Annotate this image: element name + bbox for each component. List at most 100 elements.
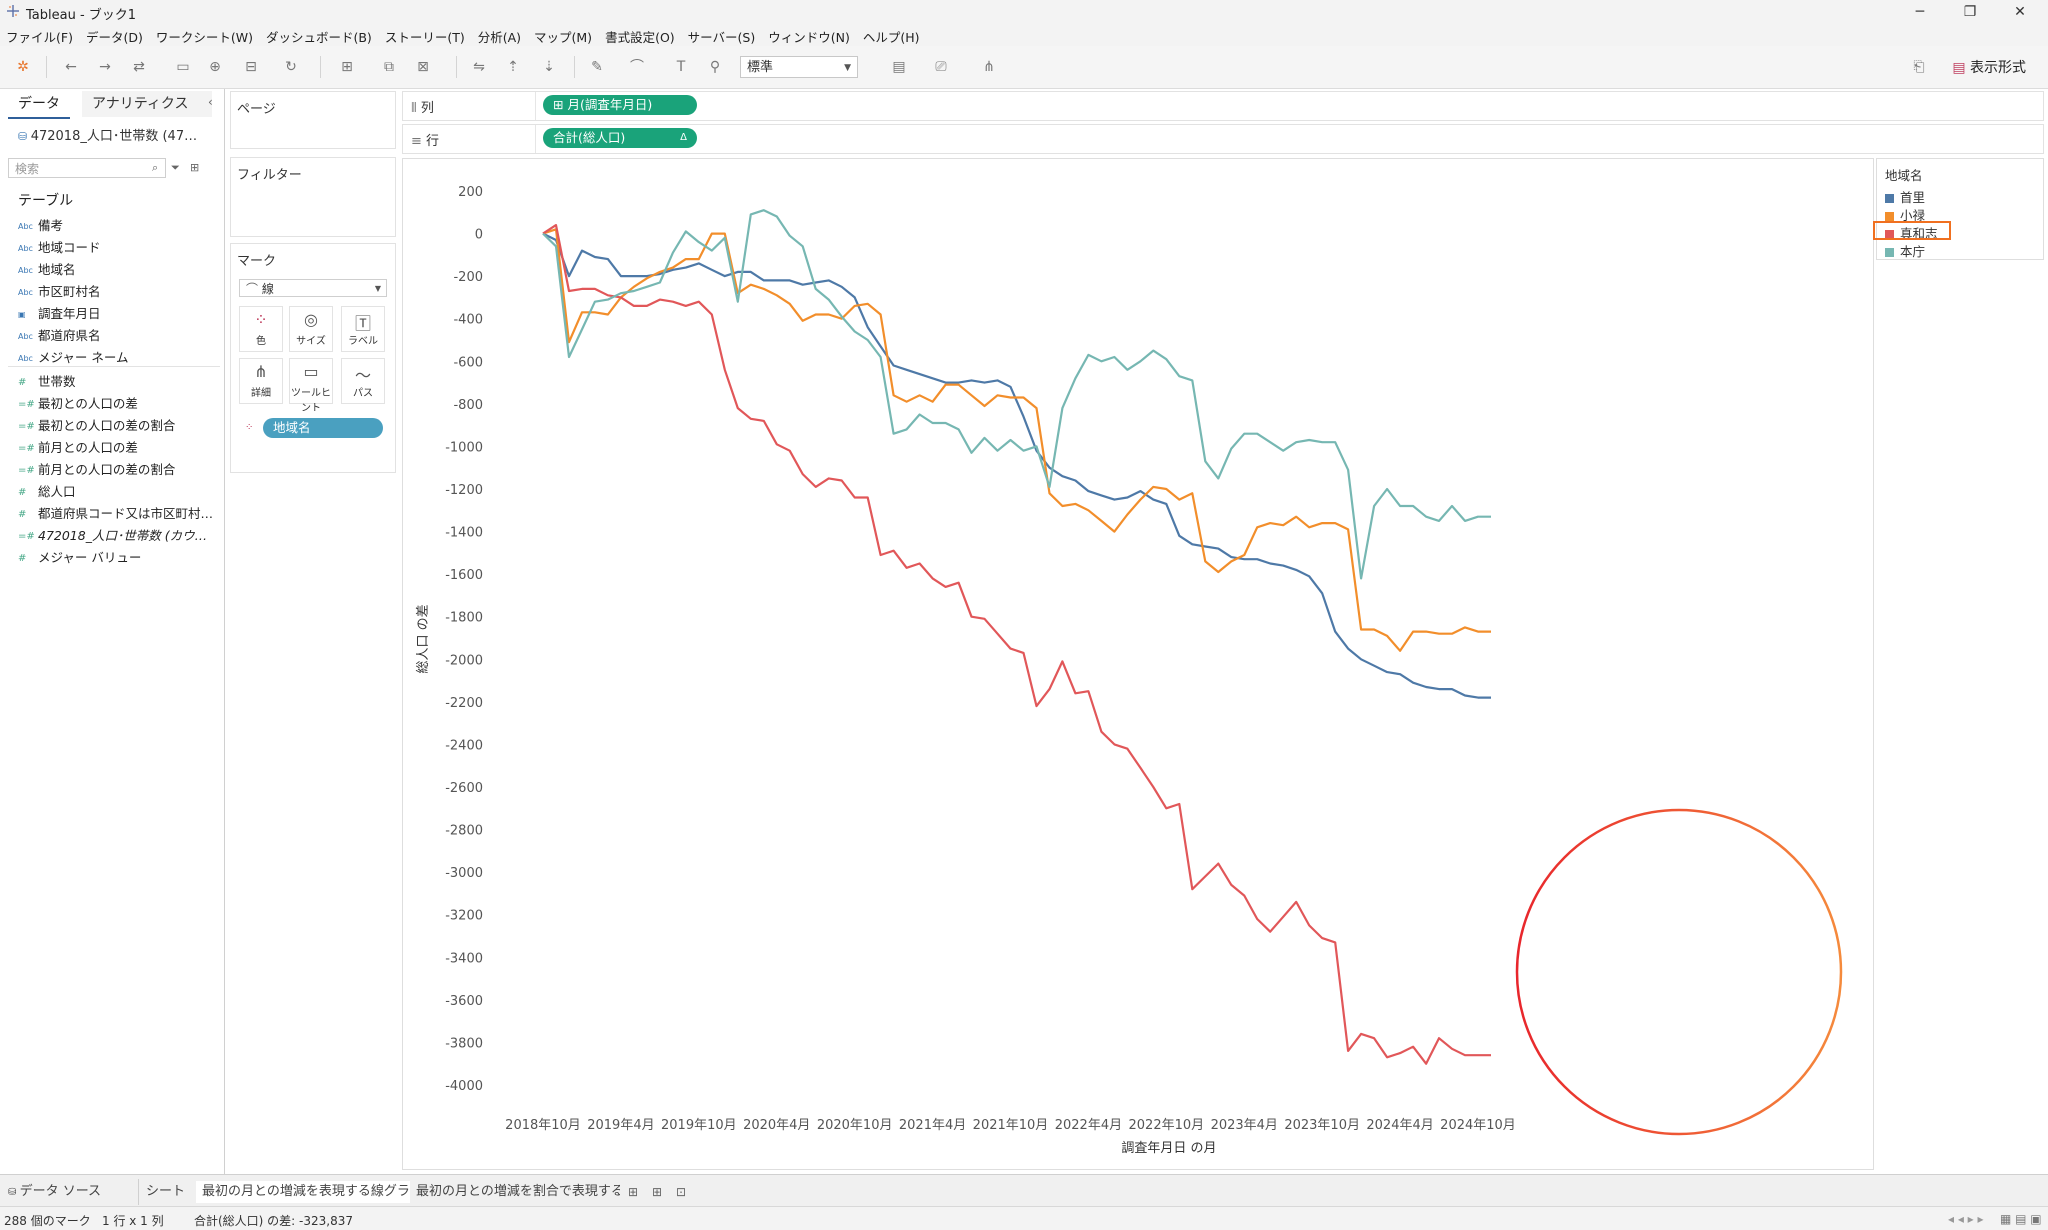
- series-lines[interactable]: [542, 209, 1491, 1065]
- sort-descending-icon[interactable]: ⇣: [543, 59, 555, 75]
- color-legend[interactable]: 地域名 首里 小禄 真和志 本庁: [1873, 158, 2044, 260]
- filter-icon[interactable]: ⏷: [171, 161, 180, 174]
- tab-data[interactable]: データ: [8, 91, 70, 119]
- menu-server[interactable]: サーバー(S): [687, 30, 756, 45]
- tableau-home-icon[interactable]: ✲: [17, 59, 29, 75]
- field-item[interactable]: Abc メジャー ネーム: [18, 347, 218, 366]
- legend-item[interactable]: 小禄: [1885, 205, 1925, 224]
- field-item[interactable]: Abc 備考: [18, 215, 218, 234]
- pause-updates-icon[interactable]: ⊟: [245, 59, 257, 75]
- color-pill[interactable]: 地域名: [263, 418, 383, 438]
- menu-story[interactable]: ストーリー(T): [384, 30, 465, 45]
- show-me-button[interactable]: ▤ 表示形式: [1952, 57, 2026, 77]
- series-line[interactable]: [542, 209, 1491, 580]
- collapse-pane-icon[interactable]: ‹: [208, 95, 213, 109]
- clear-sheet-icon[interactable]: ⊠: [417, 59, 429, 75]
- label-button[interactable]: 🅃 ラベル: [341, 306, 385, 352]
- field-item[interactable]: Abc 市区町村名: [18, 281, 218, 300]
- redo-icon[interactable]: →: [99, 59, 111, 75]
- y-tick-label: -3000: [445, 866, 483, 881]
- field-item[interactable]: =# 最初との人口の差: [18, 393, 218, 412]
- legend-item[interactable]: 首里: [1885, 187, 1925, 206]
- group-icon[interactable]: ⌒: [630, 59, 644, 75]
- chevron-down-icon: ▼: [374, 284, 381, 293]
- new-worksheet-icon[interactable]: ⊞: [628, 1185, 639, 1199]
- show-cards-icon[interactable]: ▤: [892, 59, 906, 75]
- field-item[interactable]: # 都道府県コード又は市区町村…: [18, 503, 218, 522]
- menu-format[interactable]: 書式設定(O): [605, 30, 675, 45]
- search-input[interactable]: 検索: [8, 158, 166, 178]
- tab-analytics[interactable]: アナリティクス: [82, 91, 212, 117]
- refresh-icon[interactable]: ↻: [285, 59, 297, 75]
- field-item[interactable]: =# 前月との人口の差の割合: [18, 459, 218, 478]
- minimize-button[interactable]: ─: [1915, 4, 1925, 20]
- highlight-icon[interactable]: ✎: [591, 59, 603, 75]
- new-story-icon[interactable]: ⊡: [676, 1185, 687, 1199]
- chart-view[interactable]: 200 0 -200 -400 -600 -800 -1000 -1200 -1400 -1600…: [402, 158, 1874, 1170]
- menu-window[interactable]: ウィンドウ(N): [768, 30, 850, 45]
- y-tick-label: -1200: [445, 483, 483, 498]
- filters-card[interactable]: フィルター: [230, 157, 396, 237]
- field-item[interactable]: # 総人口: [18, 481, 218, 500]
- field-item[interactable]: =# 472018_人口･世帯数 (カウ…: [18, 525, 218, 544]
- labels-icon[interactable]: T: [676, 59, 686, 75]
- path-button[interactable]: 〜パス: [341, 358, 385, 404]
- detail-button[interactable]: ⋔ 詳細: [239, 358, 283, 404]
- share-icon[interactable]: ⋔: [983, 59, 995, 75]
- legend-item[interactable]: 真和志: [1885, 223, 1938, 242]
- field-item[interactable]: ▣ 調査年月日: [18, 303, 218, 322]
- rows-pill[interactable]: 合計(総人口) Δ: [543, 128, 697, 148]
- menu-data[interactable]: データ(D): [85, 30, 143, 45]
- restore-button[interactable]: ❐: [1963, 4, 1977, 20]
- menu-map[interactable]: マップ(M): [534, 30, 593, 45]
- series-line[interactable]: [542, 232, 1491, 699]
- rows-shelf[interactable]: ≡ 行 合計(総人口) Δ: [402, 124, 2044, 154]
- format-painter-icon[interactable]: ⎗: [1913, 59, 1925, 75]
- columns-pill[interactable]: ⊞ 月(調査年月日): [543, 95, 697, 115]
- field-item[interactable]: Abc 都道府県名: [18, 325, 218, 344]
- new-datasource-icon[interactable]: ⊕: [209, 59, 221, 75]
- pin-icon[interactable]: ⚲: [709, 59, 721, 75]
- field-item[interactable]: =# 前月との人口の差: [18, 437, 218, 456]
- presentation-icon[interactable]: ⎚: [935, 59, 947, 75]
- save-icon[interactable]: ▭: [176, 59, 190, 75]
- tab-sheet1[interactable]: シート 1: [146, 1184, 190, 1199]
- columns-shelf[interactable]: ⦀ 列 ⊞ 月(調査年月日): [402, 91, 2044, 121]
- field-label: 都道府県コード又は市区町村…: [38, 506, 214, 521]
- new-dashboard-icon[interactable]: ⊞: [652, 1185, 663, 1199]
- menu-help[interactable]: ヘルプ(H): [862, 30, 920, 45]
- field-item[interactable]: # 世帯数: [18, 371, 218, 390]
- legend-item[interactable]: 本庁: [1885, 241, 1925, 260]
- new-worksheet-icon[interactable]: ⊞: [341, 59, 353, 75]
- mark-type-select[interactable]: ⌒ 線 ▼: [239, 279, 387, 297]
- series-line[interactable]: [542, 223, 1491, 1065]
- sheet-nav-icon[interactable]: ◂ ◂ ▸ ▸: [1948, 1212, 1984, 1226]
- datasource-item[interactable]: ⛁ 472018_人口･世帯数 (47…: [18, 125, 218, 144]
- menu-file[interactable]: ファイル(F): [6, 30, 73, 45]
- close-button[interactable]: ✕: [2014, 4, 2026, 20]
- tooltip-button[interactable]: ▭ ツールヒント: [289, 358, 333, 414]
- view-options-icon[interactable]: ⊞: [190, 161, 200, 174]
- pages-card[interactable]: ページ: [230, 91, 396, 149]
- line-chart[interactable]: 200 0 -200 -400 -600 -800 -1000 -1200 -1400 -1600…: [403, 159, 1873, 1169]
- field-item[interactable]: Abc 地域コード: [18, 237, 218, 256]
- replay-icon[interactable]: ⇄: [133, 59, 145, 75]
- field-item[interactable]: =# 最初との人口の差の割合: [18, 415, 218, 434]
- field-item[interactable]: Abc 地域名: [18, 259, 218, 278]
- menu-worksheet[interactable]: ワークシート(W): [155, 30, 253, 45]
- size-button[interactable]: ◎ サイズ: [289, 306, 333, 352]
- duplicate-icon[interactable]: ⧉: [384, 59, 394, 75]
- undo-icon[interactable]: ←: [65, 59, 77, 75]
- tab-data-source[interactable]: ⛁ データ ソース: [8, 1181, 128, 1203]
- series-line[interactable]: [542, 228, 1491, 652]
- color-button[interactable]: ⁘ 色: [239, 306, 283, 352]
- fit-select[interactable]: 標準 ▼: [740, 56, 858, 78]
- view-mode-icon[interactable]: ▦ ▤ ▣: [2000, 1212, 2042, 1226]
- swap-icon[interactable]: ⇋: [473, 59, 485, 75]
- menu-dashboard[interactable]: ダッシュボード(B): [265, 30, 372, 45]
- field-item[interactable]: # メジャー バリュー: [18, 547, 218, 566]
- sort-ascending-icon[interactable]: ⇡: [507, 59, 519, 75]
- tab-sheet-line-diff[interactable]: 最初の月との増減を表現する線グラ…: [196, 1181, 410, 1203]
- menu-analysis[interactable]: 分析(A): [477, 30, 522, 45]
- tab-sheet-ratio[interactable]: 最初の月との増減を割合で表現する…: [416, 1184, 620, 1199]
